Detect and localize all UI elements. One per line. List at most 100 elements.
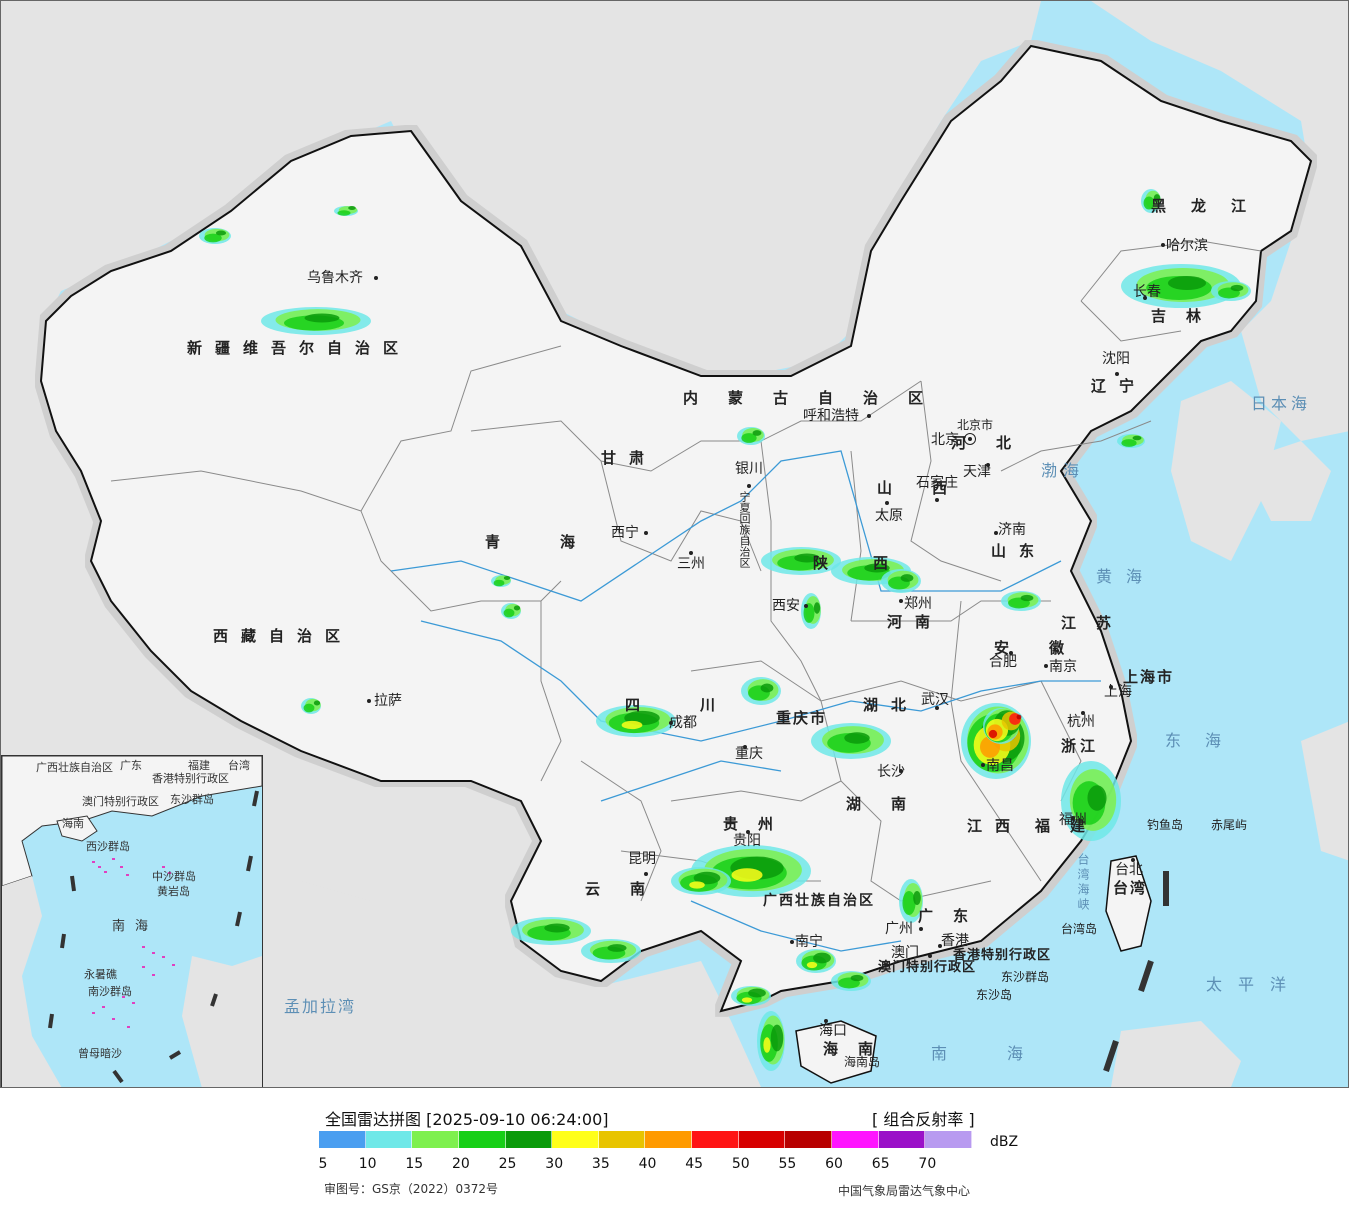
province-label: 内蒙古自治区 (683, 389, 954, 407)
city-label: 香港 (941, 933, 969, 949)
sea-label: 渤海 (1041, 461, 1086, 480)
colorbar-swatch (458, 1131, 506, 1148)
radar-echo (1016, 714, 1022, 720)
sea-label: 日本海 (1251, 394, 1312, 413)
radar-echo (303, 703, 315, 713)
province-label: 云南 (585, 880, 676, 898)
island-label: 台湾岛 (1061, 922, 1098, 936)
reflectivity-colorbar (319, 1131, 972, 1148)
city-label: 哈尔滨 (1166, 238, 1208, 254)
province-label: 江西 (967, 817, 1024, 835)
city-label: 乌鲁木齐 (307, 270, 363, 286)
radar-echo (689, 881, 705, 889)
province-label: 青海 (485, 533, 636, 551)
radar-echo (864, 563, 890, 573)
radar-echo (1153, 194, 1161, 202)
city-dot (1081, 711, 1085, 715)
radar-echo (803, 603, 815, 623)
city-label: 南宁 (795, 934, 823, 950)
radar-echo (513, 605, 521, 611)
radar-echo (760, 683, 774, 693)
city-dot (935, 706, 939, 710)
province-label: 河南 (887, 613, 944, 631)
colorbar-tick-label: 50 (731, 1156, 750, 1172)
city-dot (644, 872, 648, 876)
colorbar-tick-label: 55 (778, 1156, 797, 1172)
inset-label: 海南 (62, 817, 84, 830)
colorbar-swatch (878, 1131, 926, 1148)
radar-echo (731, 868, 763, 882)
approval-number: 审图号：GS京（2022）0372号 (324, 1182, 498, 1196)
taiwan-land (1105, 855, 1152, 952)
city-label: 石家庄 (916, 475, 958, 491)
sea-label: 太平洋 (1206, 975, 1303, 994)
city-label: 福州 (1059, 812, 1087, 828)
city-label: 重庆 (735, 746, 763, 762)
island-label: 东沙岛 (976, 988, 1013, 1002)
sea-label: 孟加拉湾 (284, 997, 357, 1016)
radar-echo (621, 720, 643, 730)
city-dot (804, 604, 808, 608)
colorbar-tick-label: 20 (452, 1156, 470, 1172)
city-dot (824, 1019, 828, 1023)
inset-canvas (2, 756, 262, 1087)
colorbar-tick-label: 65 (871, 1156, 890, 1172)
city-label: 海口 (819, 1023, 847, 1039)
city-dot (994, 531, 998, 535)
province-label: 浙江 (1061, 737, 1100, 755)
radar-echo (503, 608, 515, 618)
city-dot (938, 944, 942, 948)
province-label: 重庆市 (776, 709, 828, 727)
colorbar-tick-label: 35 (591, 1156, 610, 1172)
radar-echo (913, 891, 921, 905)
province-label: 西藏自治区 (213, 627, 354, 645)
radar-echo (988, 729, 998, 739)
capital-marker (964, 433, 976, 445)
city-dot (1009, 651, 1013, 655)
city-dot (935, 498, 939, 502)
city-label: 西宁 (611, 525, 639, 541)
rivers (390, 450, 1101, 952)
radar-echo (770, 1024, 784, 1052)
province-label: 陕西 (813, 554, 934, 572)
inset-label: 香港特别行政区 (152, 772, 229, 785)
radar-echoes (199, 189, 1251, 1071)
radar-echo (304, 313, 340, 323)
sea-label: 台湾海峡 (1076, 853, 1090, 913)
radar-echo (794, 553, 820, 563)
colorbar-swatch (785, 1131, 833, 1148)
radar-echo (844, 732, 870, 744)
city-label: 北京 (931, 432, 959, 448)
city-label: 西安 (772, 598, 800, 614)
city-label: 贵阳 (733, 833, 761, 849)
city-label: 银川 (735, 461, 763, 477)
inset-label: 曾母暗沙 (78, 1047, 122, 1060)
city-label: 沈阳 (1102, 351, 1130, 367)
radar-echo (1020, 594, 1034, 602)
province-label: 黑龙江 (1151, 197, 1272, 215)
colorbar-tick-label: 5 (318, 1156, 328, 1172)
city-dot (919, 927, 923, 931)
city-dot (899, 769, 903, 773)
city-label: 昆明 (628, 851, 656, 867)
radar-echo (1143, 196, 1155, 210)
colorbar-swatch (738, 1131, 786, 1148)
city-label: 太原 (875, 508, 903, 524)
radar-echo (313, 700, 321, 706)
inset-label: 广东 (120, 759, 142, 772)
city-label: 天津 (963, 464, 991, 480)
province-borders (110, 240, 1262, 902)
colorbar-swatch (505, 1131, 553, 1148)
radar-echo (493, 579, 505, 587)
colorbar-swatch (412, 1131, 459, 1148)
city-dot (644, 531, 648, 535)
colorbar-tick-label: 10 (358, 1156, 377, 1172)
city-dot (885, 501, 889, 505)
province-label: 广东 (918, 907, 989, 925)
colorbar-swatch (598, 1131, 646, 1148)
city-dot (689, 551, 693, 555)
colorbar-tick-label: 45 (685, 1156, 704, 1172)
colorbar-tick-label: 60 (825, 1156, 843, 1172)
radar-echo (741, 433, 757, 443)
province-label: 辽宁 (1091, 377, 1148, 395)
